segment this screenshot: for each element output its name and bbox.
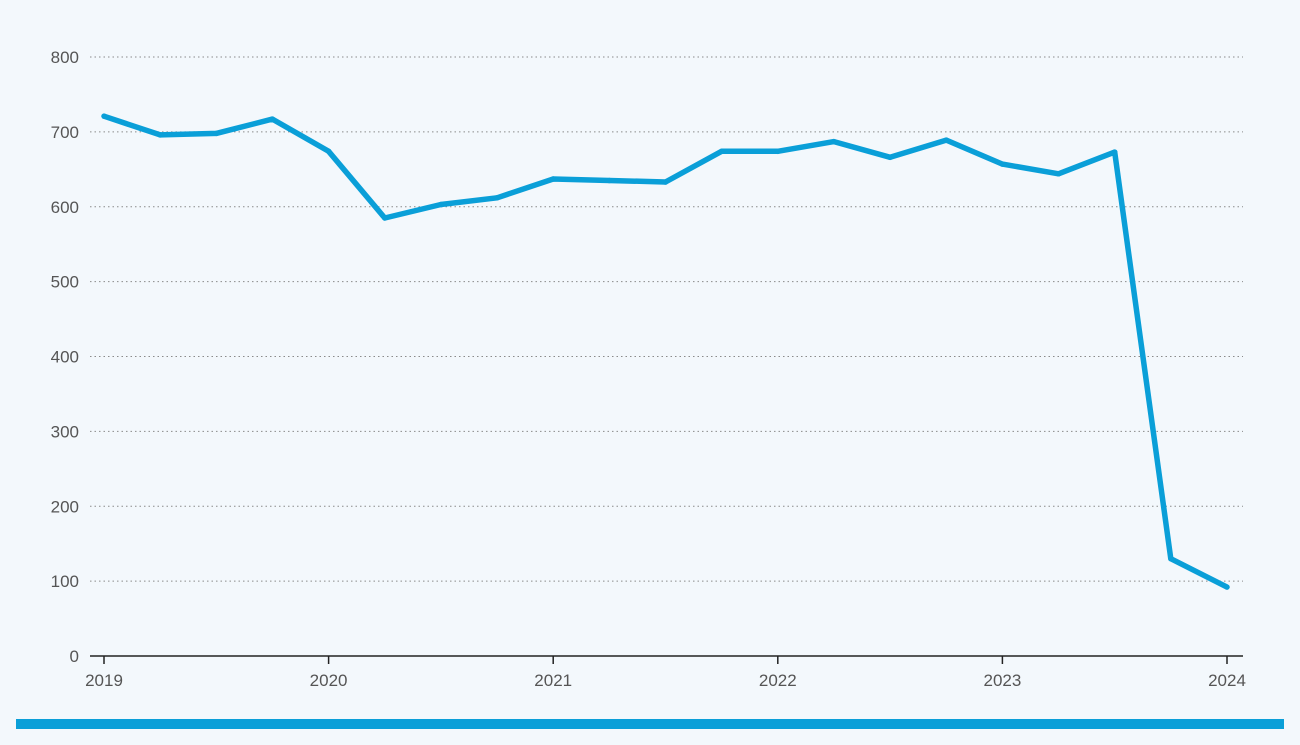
data-point xyxy=(606,177,613,184)
data-point xyxy=(662,179,669,185)
x-axis-ticks: 2019 2020 2021 2022 2023 2024 xyxy=(85,656,1246,690)
x-tick-label: 2021 xyxy=(534,671,572,690)
x-tick-label: 2022 xyxy=(759,671,797,690)
y-tick-label: 100 xyxy=(51,572,79,591)
data-point xyxy=(887,154,893,161)
data-point xyxy=(269,116,276,122)
data-point xyxy=(1168,555,1174,562)
series-line xyxy=(103,113,1229,590)
data-point xyxy=(1224,584,1230,590)
data-point xyxy=(438,201,444,208)
series-group xyxy=(101,113,1230,590)
y-axis-ticks: 0 100 200 300 400 500 600 700 800 xyxy=(51,48,79,666)
x-tick-label: 2020 xyxy=(310,671,348,690)
y-tick-label: 400 xyxy=(51,348,79,367)
data-point xyxy=(550,176,556,182)
data-point xyxy=(775,148,781,155)
data-point xyxy=(101,113,107,119)
y-tick-label: 300 xyxy=(51,422,79,441)
bottom-accent-bar xyxy=(16,719,1284,729)
y-tick-label: 600 xyxy=(51,198,79,217)
y-tick-label: 700 xyxy=(51,123,79,142)
x-tick-label: 2024 xyxy=(1208,671,1246,690)
data-point xyxy=(157,132,163,138)
y-tick-label: 200 xyxy=(51,497,79,516)
y-tick-label: 0 xyxy=(70,647,79,666)
data-point xyxy=(718,148,725,155)
x-tick-label: 2019 xyxy=(85,671,123,690)
data-point xyxy=(213,130,220,137)
data-point xyxy=(325,148,332,155)
data-point xyxy=(1055,171,1062,177)
data-point xyxy=(943,137,949,143)
data-point xyxy=(999,161,1006,167)
grid-lines xyxy=(90,56,1243,582)
data-point xyxy=(494,195,500,201)
data-point xyxy=(831,138,837,145)
y-tick-label: 800 xyxy=(51,48,79,67)
data-point xyxy=(382,215,388,221)
data-point xyxy=(1111,149,1118,155)
x-tick-label: 2023 xyxy=(983,671,1021,690)
y-tick-label: 500 xyxy=(51,273,79,292)
